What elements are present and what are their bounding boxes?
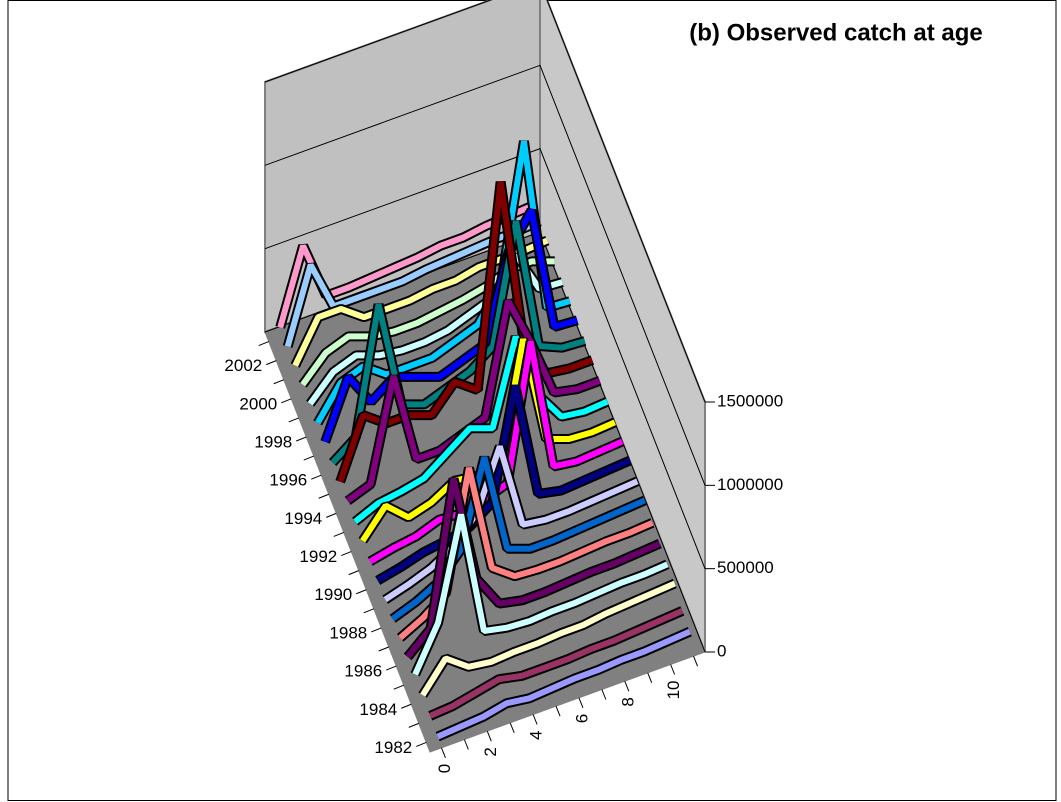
- y-tick-label: 1990: [314, 585, 352, 604]
- y-tick: [303, 455, 314, 461]
- y-tick-label: 2000: [239, 394, 277, 413]
- ribbon: [436, 628, 691, 740]
- y-tick: [288, 417, 299, 423]
- ribbon: [315, 140, 571, 425]
- y-tick: [363, 608, 374, 614]
- y-tick-label: 1984: [359, 700, 397, 719]
- x-tick: [509, 722, 515, 734]
- y-tick: [416, 741, 427, 747]
- y-tick-label: 1986: [344, 662, 382, 681]
- y-tick-label: 1982: [374, 738, 412, 757]
- y-tick: [341, 551, 352, 557]
- x-tick: [693, 655, 699, 667]
- y-tick: [258, 341, 269, 347]
- y-tick-label: 1994: [284, 509, 322, 528]
- y-tick: [408, 722, 419, 728]
- x-tick: [578, 697, 584, 709]
- chart-title: (b) Observed catch at age: [689, 19, 982, 46]
- y-tick: [393, 684, 404, 690]
- y-tick-label: 1988: [329, 623, 367, 642]
- x-tick-label: 8: [618, 697, 637, 706]
- ribbon: [429, 608, 684, 719]
- y-tick: [378, 646, 389, 652]
- z-tick-label: 1000000: [717, 475, 783, 494]
- x-tick-label: 10: [664, 681, 683, 700]
- x-tick-label: 4: [527, 731, 546, 740]
- ribbon: [376, 384, 631, 584]
- x-tick: [670, 664, 676, 675]
- y-tick: [281, 398, 292, 404]
- y-tick: [311, 474, 322, 480]
- z-tick-label: 0: [717, 641, 726, 660]
- y-tick: [356, 589, 367, 595]
- x-tick: [532, 714, 538, 725]
- y-tick-label: 1998: [254, 432, 292, 451]
- y-tick: [266, 360, 277, 366]
- x-tick: [624, 680, 630, 692]
- ribbon: [383, 445, 639, 603]
- z-tick-label: 500000: [717, 558, 774, 577]
- y-tick: [296, 436, 307, 442]
- y-tick: [401, 703, 412, 709]
- y-tick: [348, 570, 359, 576]
- ribbon: [412, 513, 669, 676]
- x-tick: [601, 689, 607, 700]
- z-tick-label: 1500000: [717, 391, 783, 410]
- x-tick-label: 6: [572, 714, 591, 723]
- ribbon: [405, 477, 661, 659]
- y-tick: [318, 493, 329, 499]
- y-tick: [371, 627, 382, 633]
- y-tick-label: 2002: [224, 356, 262, 375]
- x-tick-label: 0: [435, 764, 454, 773]
- y-tick-label: 1992: [299, 547, 337, 566]
- y-tick: [273, 379, 284, 385]
- ribbon: [353, 335, 609, 524]
- x-tick: [486, 730, 492, 742]
- grid-line: [264, 0, 706, 403]
- y-tick: [386, 665, 397, 671]
- x-tick-label: 2: [481, 747, 500, 756]
- x-tick: [440, 747, 446, 759]
- x-tick: [463, 739, 469, 750]
- x-tick: [647, 672, 653, 684]
- y-tick-label: 1996: [269, 471, 307, 490]
- y-tick: [326, 512, 337, 518]
- grid-line: [264, 64, 706, 486]
- y-tick: [333, 531, 344, 537]
- x-tick: [555, 705, 561, 717]
- grid-line: [264, 148, 706, 569]
- ribbon: [420, 580, 676, 697]
